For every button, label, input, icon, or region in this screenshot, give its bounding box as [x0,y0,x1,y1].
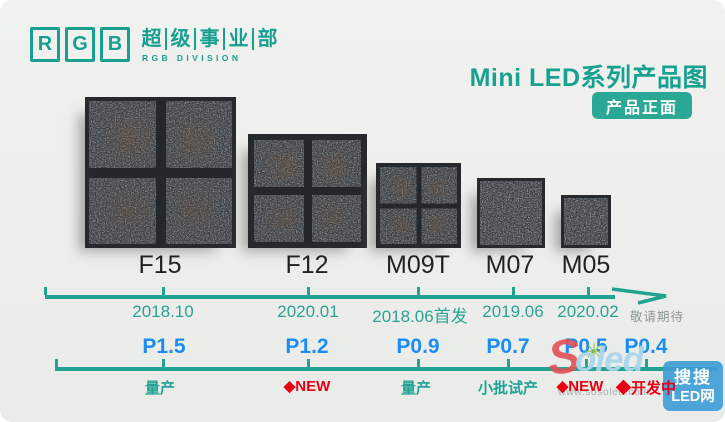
division-name-en: RGB DIVISION [142,53,242,63]
division-char: 业 [225,28,254,50]
rgb-letter-boxes: R G B [30,27,130,62]
pitch-p0-9: P0.9 [396,335,440,358]
star-icon: ✳ [584,339,605,366]
logo-letter-g: G [65,27,95,62]
product-front-badge: 产品正面 [592,92,692,119]
product-image-f15 [85,97,236,248]
pitch-timeline [55,367,717,371]
badge-line2: LED网 [671,388,715,405]
product-name-f15: F15 [138,251,182,279]
product-image-m05 [561,195,611,248]
badge-line1: 搜搜 [674,367,712,387]
logo-letter-b: B [100,27,130,62]
date-timeline [45,295,615,299]
timeline-arrow-icon [611,287,667,305]
pitch-p1-5: P1.5 [142,335,186,358]
product-image-m07 [477,178,545,248]
page-title: Mini LED系列产品图 [469,64,708,92]
timeline-tick [307,359,310,367]
timeline-tick [512,287,515,295]
product-name-m07: M07 [485,251,535,279]
sosoled-badge: 搜搜 LED网 [663,361,723,411]
status-m09t: 量产 [400,380,431,397]
timeline-tick [55,359,58,367]
watermark-url: www.sosoled.com [558,386,650,398]
module-divider [380,203,457,208]
status-m07: 小批试产 [477,380,538,397]
pitch-p1-2: P1.2 [285,335,329,358]
brand-text: 超级事业部 RGB DIVISION [138,28,281,63]
led-texture [480,181,542,245]
logo-letter-r: R [30,27,60,62]
timeline-tick [307,287,310,295]
status-f15: 量产 [144,380,175,397]
product-name-f12: F12 [285,251,329,279]
brand-logo: R G B 超级事业部 RGB DIVISION [30,27,281,63]
status-p04-dev: ◆开发中 [615,380,676,397]
release-date-m09t: 2018.06首发 [372,307,468,326]
sosoled-watermark-logo: ✳ S oled www.sosoled.com [545,329,678,398]
timeline-tick [44,287,47,295]
timeline-tick [417,287,420,295]
status-m05-new: ◆NEW [556,378,604,395]
product-image-f12 [248,134,367,248]
timeline-tick [162,359,165,367]
module-divider [254,187,361,195]
pitch-p0-5: P0.5 [564,335,608,358]
product-name-m09t: M09T [386,251,450,279]
status-f12-new: ◆NEW [283,378,331,395]
timeline-tick [587,287,590,295]
release-date-m05: 2020.02 [557,302,619,321]
pitch-p0-4: P0.4 [624,335,668,358]
release-date-f15: 2018.10 [132,302,194,321]
led-texture [564,198,608,245]
timeline-tick [507,359,510,367]
timeline-tick [417,359,420,367]
division-char: 事 [196,28,225,50]
division-name-cn: 超级事业部 [138,28,281,50]
coming-soon-label: 敬请期待 [629,310,684,324]
product-image-m09t [376,163,461,248]
division-char: 超 [138,28,167,50]
pitch-p0-7: P0.7 [486,335,530,358]
division-char: 级 [167,28,196,50]
product-name-m05: M05 [561,251,611,279]
watermark-logo-text: oled [575,340,644,379]
release-date-m07: 2019.06 [482,302,544,321]
division-char: 部 [257,28,278,50]
timeline-tick [645,359,648,367]
timeline-tick [585,359,588,367]
module-divider [89,167,232,178]
release-date-f12: 2020.01 [277,302,339,321]
timeline-tick [162,287,165,295]
